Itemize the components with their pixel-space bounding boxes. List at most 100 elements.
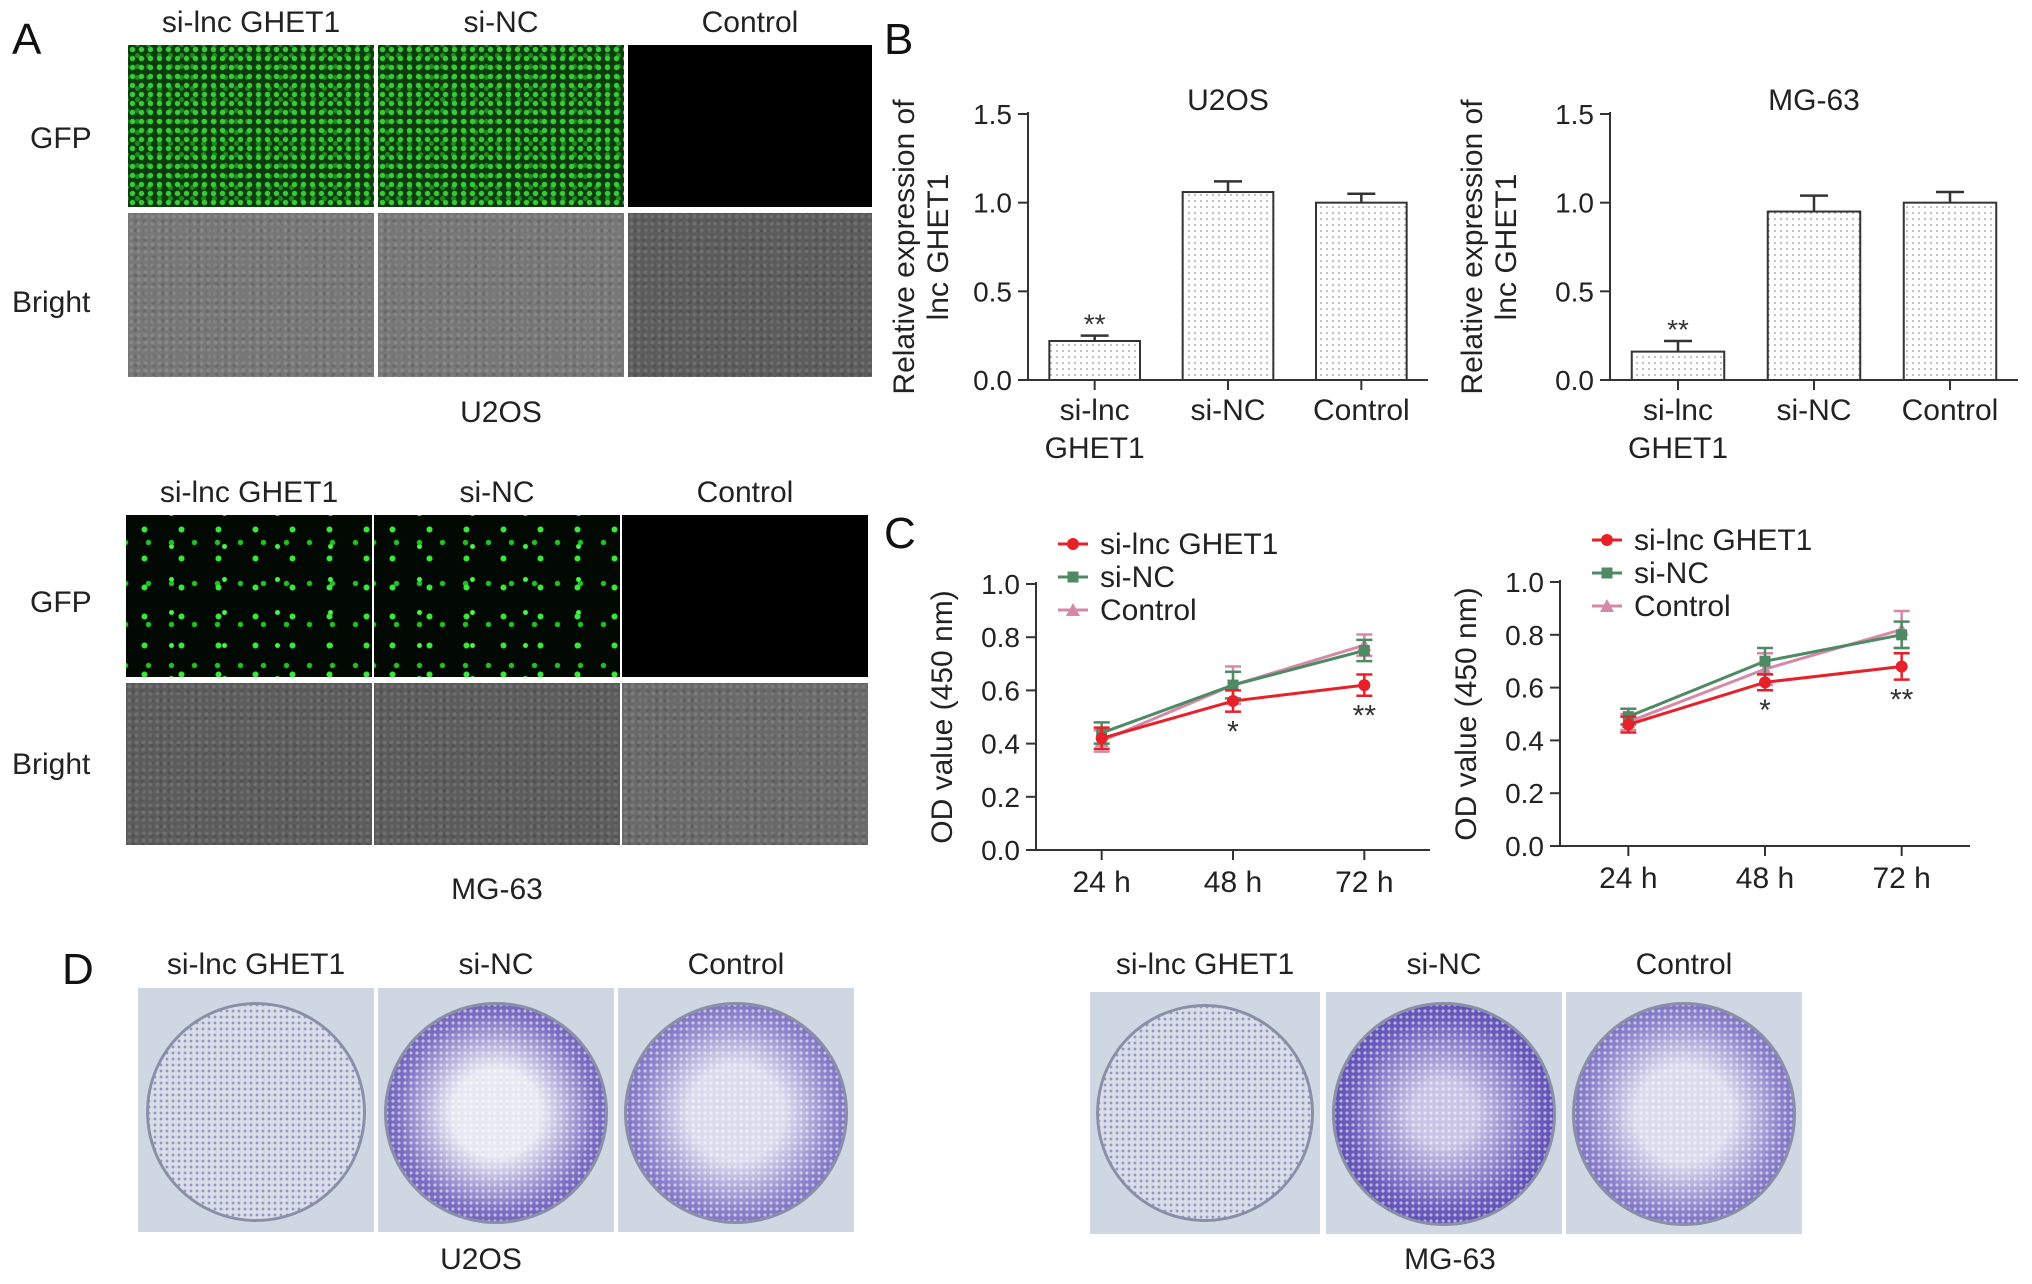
gfp-image-si-lnc [126, 515, 372, 677]
x-tick-label: Control [1902, 394, 1999, 427]
y-axis-label: OD value (450 nm) [1450, 587, 1483, 840]
legend-label: si-lnc GHET1 [1100, 528, 1278, 561]
y-tick-label: 1.0 [1555, 188, 1594, 219]
significance-mark: * [1227, 716, 1239, 749]
bright-image-control [622, 683, 868, 845]
marker [1600, 599, 1614, 612]
block-caption: MG-63 [451, 873, 543, 906]
colony-image-si-nc [1326, 992, 1562, 1234]
bar [1630, 350, 1726, 382]
row-label-gfp: GFP [30, 586, 92, 619]
x-tick-label: 24 h [1599, 862, 1657, 895]
culture-dish [1332, 1002, 1556, 1226]
y-tick-label: 0.6 [1505, 673, 1544, 704]
marker [1896, 629, 1908, 641]
y-tick-label: 0.5 [1555, 276, 1594, 307]
row-label-gfp: GFP [30, 122, 92, 155]
colony-image-si-lnc [1090, 992, 1320, 1234]
bright-image-si-lnc [126, 683, 372, 845]
marker [1227, 679, 1239, 691]
y-axis-label: lnc GHET1 [922, 174, 955, 321]
legend-label: Control [1100, 594, 1197, 627]
y-tick-label: 1.0 [973, 188, 1012, 219]
x-tick-label: 24 h [1072, 866, 1130, 899]
bar [1902, 201, 1998, 381]
marker [1622, 718, 1635, 731]
gfp-image-si-nc [374, 515, 620, 677]
y-tick-label: 0.8 [1505, 620, 1544, 651]
marker [1067, 571, 1079, 583]
column-title: Control [1635, 948, 1733, 981]
marker [1227, 695, 1239, 708]
gfp-image-control [622, 515, 868, 677]
culture-dish [1572, 1002, 1796, 1226]
x-tick-label: 72 h [1872, 862, 1930, 895]
colony-image-control [1566, 992, 1802, 1234]
x-tick-label: GHET1 [1045, 432, 1145, 465]
chart-title: MG-63 [1768, 84, 1860, 117]
panel-label-d: D [62, 945, 94, 994]
row-label-bright: Bright [12, 748, 91, 781]
column-title: si-NC [458, 948, 534, 981]
y-tick-label: 0.4 [981, 729, 1020, 760]
panel-label-c: C [884, 509, 916, 558]
colony-image-si-nc [378, 988, 614, 1232]
y-tick-label: 0.0 [981, 835, 1020, 866]
colony-image-control [618, 988, 854, 1232]
column-title: si-lnc GHET1 [166, 948, 346, 981]
marker [1066, 603, 1080, 616]
x-tick-label: si-NC [1191, 394, 1266, 427]
x-tick-label: 48 h [1204, 866, 1262, 899]
y-axis-label: lnc GHET1 [1490, 174, 1523, 321]
column-title: Control [687, 948, 785, 981]
x-tick-label: si-lnc [1643, 394, 1713, 427]
y-tick-label: 0.6 [981, 675, 1020, 706]
y-axis-label: Relative expression of [1460, 99, 1489, 395]
block-caption: U2OS [440, 1243, 522, 1276]
y-tick-label: 0.5 [973, 276, 1012, 307]
x-tick-label: 48 h [1736, 862, 1794, 895]
gfp-image-control [628, 45, 872, 207]
culture-dish [624, 1002, 848, 1224]
marker [1067, 538, 1079, 550]
column-title: si-lnc GHET1 [1115, 948, 1295, 981]
marker [1895, 660, 1908, 673]
gfp-image-si-lnc [128, 45, 374, 207]
culture-dish [146, 1002, 366, 1222]
significance-mark: ** [1353, 700, 1377, 733]
culture-dish [1096, 1004, 1314, 1222]
y-tick-label: 1.5 [973, 99, 1012, 130]
y-tick-label: 0.0 [973, 365, 1012, 396]
bright-image-si-lnc [128, 213, 374, 377]
bar [1181, 191, 1275, 381]
marker [1759, 655, 1771, 667]
y-tick-label: 1.0 [981, 569, 1020, 600]
block-caption: U2OS [460, 396, 542, 429]
y-tick-label: 1.5 [1555, 99, 1594, 130]
marker [1095, 732, 1108, 745]
marker [1358, 645, 1370, 656]
column-title: Control [701, 6, 799, 39]
significance-mark: ** [1667, 314, 1689, 345]
panel-label-b: B [884, 15, 914, 64]
bright-image-si-nc [374, 683, 620, 845]
significance-mark: * [1759, 694, 1771, 727]
column-title: si-lnc GHET1 [159, 476, 339, 509]
y-axis-label: OD value (450 nm) [926, 590, 959, 843]
marker [1358, 679, 1371, 692]
panel-label-a: A [12, 15, 42, 64]
culture-dish [384, 1002, 608, 1224]
column-title: si-NC [463, 6, 539, 39]
bar-chart-u2os: U2OS Relative expression of lnc GHET1 0.0 0.… [888, 84, 1428, 465]
bright-image-si-nc [378, 213, 624, 377]
marker [1601, 534, 1613, 546]
chart-title: U2OS [1187, 84, 1269, 117]
x-tick-label: GHET1 [1628, 432, 1728, 465]
x-tick-label: Control [1313, 394, 1410, 427]
significance-mark: ** [1084, 309, 1106, 340]
bright-image-control [628, 213, 872, 377]
legend-label: si-NC [1634, 557, 1709, 590]
y-tick-label: 0.2 [1505, 778, 1544, 809]
y-tick-label: 1.0 [1505, 567, 1544, 598]
